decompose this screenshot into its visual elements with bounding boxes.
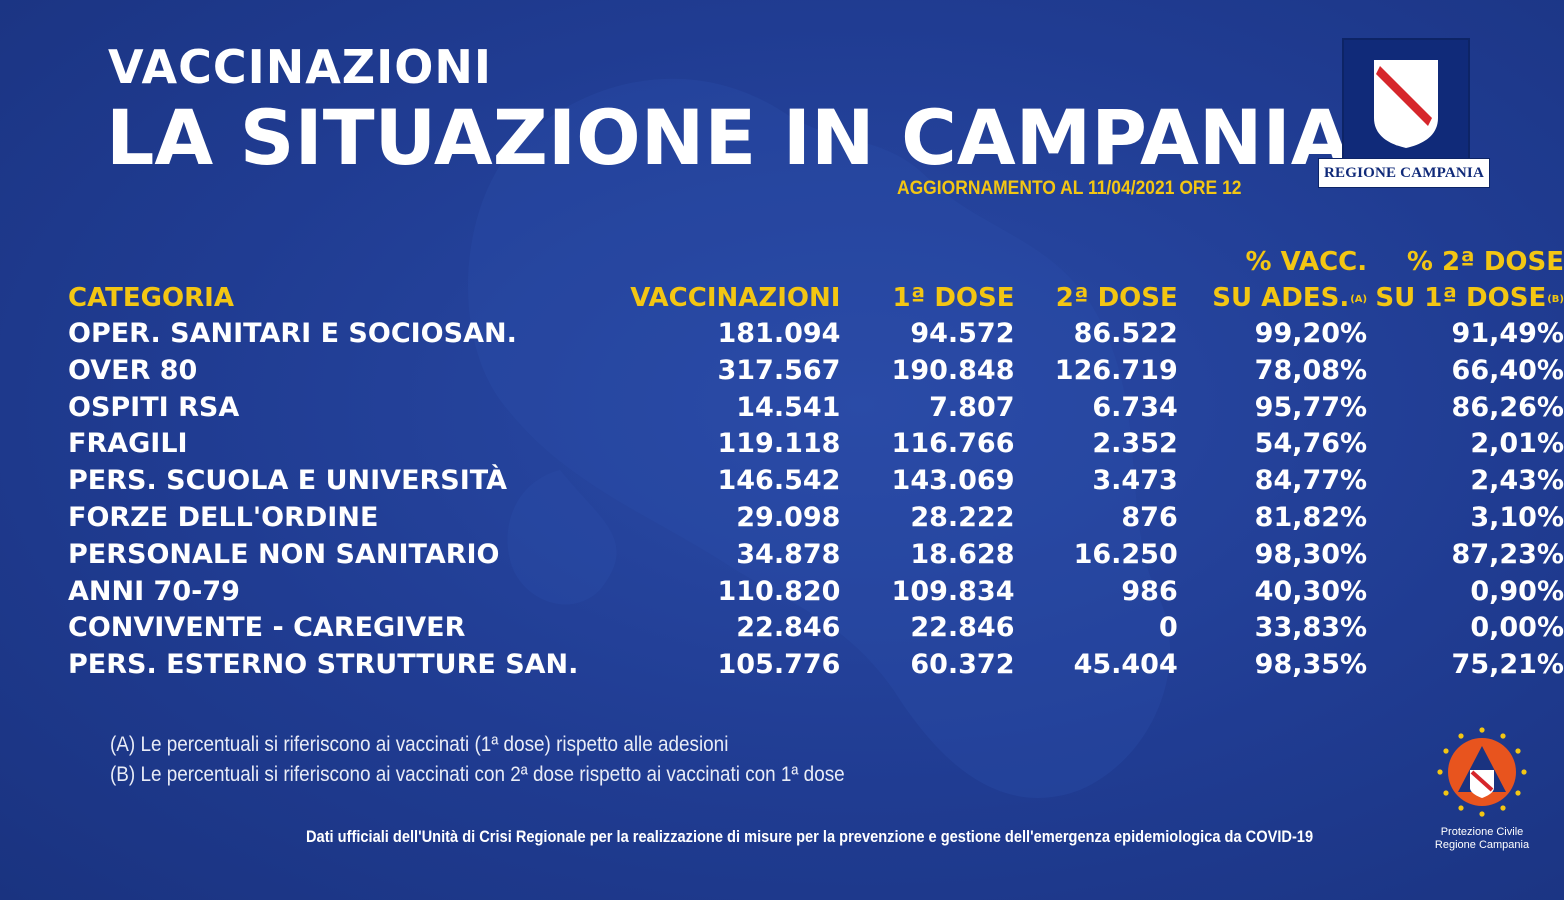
cell-pct-vacc: 84,77% (1254, 465, 1368, 497)
footnote-a: (A) Le percentuali si riferiscono ai vac… (110, 733, 729, 756)
cell-categoria: CONVIVENTE - CAREGIVER (68, 612, 466, 644)
header-pct-dose2-line1: % 2ª DOSE (1406, 247, 1564, 277)
header-categoria: CATEGORIA (68, 283, 234, 313)
cell-dose2: 0 (1158, 612, 1178, 644)
cell-dose1: 116.766 (891, 428, 1015, 460)
cell-pct-dose2: 66,40% (1451, 354, 1564, 386)
header-pct-vacc: % VACC. SU ADES.(A) (1178, 244, 1367, 316)
cell-pct-dose2: 2,01% (1470, 428, 1564, 460)
cell-pct-dose2: 91,49% (1451, 318, 1564, 349)
cell-pct-dose2: 3,10% (1470, 501, 1564, 533)
civil-protection-label-1: Protezione Civile (1440, 826, 1524, 838)
table-row: PERS. ESTERNO STRUTTURE SAN. 105.776 60.… (60, 647, 1564, 684)
cell-vaccinazioni: 105.776 (717, 649, 841, 681)
cell-categoria: PERSONALE NON SANITARIO (68, 538, 500, 570)
table-row: FRAGILI 119.118 116.766 2.352 54,76% 2,0… (60, 426, 1564, 463)
cell-vaccinazioni: 146.542 (717, 465, 841, 497)
protezione-civile-emblem-icon (1437, 727, 1527, 817)
note-b-marker: (B) (1547, 294, 1564, 305)
header-pct-vacc-line1: % VACC. (1245, 247, 1368, 277)
cell-pct-vacc: 98,35% (1254, 649, 1368, 681)
note-a-marker: (A) (1350, 294, 1368, 305)
cell-pct-vacc: 54,76% (1254, 428, 1368, 460)
civil-protection-label-2: Regione Campania (1434, 839, 1530, 851)
cell-vaccinazioni: 181.094 (717, 318, 841, 349)
cell-pct-vacc: 98,30% (1254, 538, 1368, 570)
cell-dose2: 16.250 (1073, 538, 1178, 570)
region-label: REGIONE CAMPANIA (1318, 158, 1490, 188)
table-row: ANNI 70-79 110.820 109.834 986 40,30% 0,… (60, 574, 1564, 611)
cell-dose1: 94.572 (910, 318, 1015, 349)
cell-categoria: OPER. SANITARI E SOCIOSAN. (68, 318, 517, 349)
page-title: LA SITUAZIONE IN CAMPANIA (106, 93, 1350, 182)
table-row: OSPITI RSA 14.541 7.807 6.734 95,77% 86,… (60, 390, 1564, 427)
cell-dose1: 7.807 (929, 391, 1015, 423)
cell-pct-dose2: 75,21% (1451, 649, 1564, 681)
cell-categoria: FORZE DELL'ORDINE (68, 501, 379, 533)
header-dose1: 1ª DOSE (892, 283, 1015, 313)
page-kicker: VACCINAZIONI (108, 40, 492, 94)
cell-pct-vacc: 33,83% (1254, 612, 1368, 644)
cell-categoria: OSPITI RSA (68, 391, 240, 423)
cell-pct-vacc: 81,82% (1254, 501, 1368, 533)
cell-vaccinazioni: 14.541 (736, 391, 841, 423)
cell-vaccinazioni: 110.820 (717, 575, 841, 607)
cell-vaccinazioni: 34.878 (736, 538, 841, 570)
source-footer: Dati ufficiali dell'Unità di Crisi Regio… (306, 827, 1314, 846)
cell-dose1: 28.222 (910, 501, 1015, 533)
cell-pct-vacc: 99,20% (1254, 318, 1368, 349)
cell-pct-dose2: 0,90% (1470, 575, 1564, 607)
cell-categoria: PERS. ESTERNO STRUTTURE SAN. (68, 649, 579, 681)
footnotes: (A) Le percentuali si riferiscono ai vac… (110, 730, 845, 790)
cell-pct-vacc: 78,08% (1254, 354, 1368, 386)
header-pct-dose2: % 2ª DOSE SU 1ª DOSE(B) (1367, 244, 1564, 316)
cell-dose1: 22.846 (910, 612, 1015, 644)
cell-categoria: OVER 80 (68, 354, 198, 386)
cell-dose2: 986 (1121, 575, 1178, 607)
table-row: OPER. SANITARI E SOCIOSAN. 181.094 94.57… (60, 316, 1564, 353)
cell-vaccinazioni: 119.118 (717, 428, 841, 460)
cell-pct-dose2: 86,26% (1451, 391, 1564, 423)
cell-dose2: 3.473 (1092, 465, 1178, 497)
table-row: OVER 80 317.567 190.848 126.719 78,08% 6… (60, 353, 1564, 390)
header-pct-dose2-line2: SU 1ª DOSE (1375, 283, 1547, 313)
table-row: CONVIVENTE - CAREGIVER 22.846 22.846 0 3… (60, 610, 1564, 647)
cell-dose2: 876 (1121, 501, 1178, 533)
cell-categoria: FRAGILI (68, 428, 188, 460)
header-pct-vacc-line2: SU ADES. (1212, 283, 1350, 313)
cell-vaccinazioni: 317.567 (717, 354, 841, 386)
cell-dose1: 60.372 (910, 649, 1015, 681)
region-shield-icon (1342, 38, 1470, 162)
cell-dose2: 45.404 (1073, 649, 1178, 681)
cell-categoria: PERS. SCUOLA E UNIVERSITÀ (68, 465, 508, 497)
table-row: PERSONALE NON SANITARIO 34.878 18.628 16… (60, 537, 1564, 574)
vaccination-table: CATEGORIA VACCINAZIONI 1ª DOSE 2ª DOSE %… (60, 244, 1564, 684)
cell-dose1: 143.069 (891, 465, 1015, 497)
table-row: FORZE DELL'ORDINE 29.098 28.222 876 81,8… (60, 500, 1564, 537)
cell-dose1: 190.848 (891, 354, 1015, 386)
cell-pct-dose2: 0,00% (1470, 612, 1564, 644)
cell-dose1: 109.834 (891, 575, 1015, 607)
cell-vaccinazioni: 22.846 (736, 612, 841, 644)
header-dose2: 2ª DOSE (1055, 283, 1178, 313)
cell-pct-vacc: 95,77% (1254, 391, 1368, 423)
protezione-civile-logo: Protezione Civile Regione Campania (1420, 722, 1544, 872)
cell-dose2: 6.734 (1092, 391, 1178, 423)
header-vaccinazioni: VACCINAZIONI (630, 283, 841, 313)
table-header-row: CATEGORIA VACCINAZIONI 1ª DOSE 2ª DOSE %… (60, 244, 1564, 316)
cell-vaccinazioni: 29.098 (736, 501, 841, 533)
cell-pct-vacc: 40,30% (1254, 575, 1368, 607)
cell-pct-dose2: 87,23% (1451, 538, 1564, 570)
cell-pct-dose2: 2,43% (1470, 465, 1564, 497)
cell-dose1: 18.628 (910, 538, 1015, 570)
cell-dose2: 86.522 (1073, 318, 1178, 349)
cell-dose2: 2.352 (1092, 428, 1178, 460)
update-timestamp: AGGIORNAMENTO AL 11/04/2021 ORE 12 (897, 178, 1242, 199)
footnote-b: (B) Le percentuali si riferiscono ai vac… (110, 763, 845, 786)
regione-campania-logo: REGIONE CAMPANIA (1318, 38, 1490, 188)
table-row: PERS. SCUOLA E UNIVERSITÀ 146.542 143.06… (60, 463, 1564, 500)
cell-categoria: ANNI 70-79 (68, 575, 240, 607)
cell-dose2: 126.719 (1054, 354, 1178, 386)
